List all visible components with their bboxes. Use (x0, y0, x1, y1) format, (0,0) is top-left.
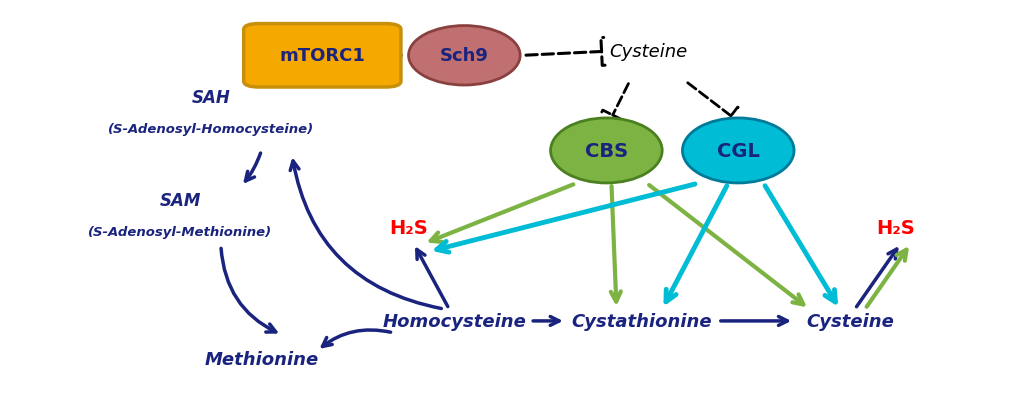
Text: H₂S: H₂S (389, 219, 428, 238)
FancyBboxPatch shape (244, 24, 400, 88)
Ellipse shape (550, 119, 661, 184)
Text: (S-Adenosyl-Homocysteine): (S-Adenosyl-Homocysteine) (108, 123, 314, 136)
Text: Sch9: Sch9 (439, 47, 488, 65)
Text: Methionine: Methionine (204, 350, 318, 368)
Text: Cysteine: Cysteine (608, 43, 687, 61)
Text: CBS: CBS (584, 142, 628, 160)
Text: (S-Adenosyl-Methionine): (S-Adenosyl-Methionine) (89, 226, 272, 239)
Ellipse shape (682, 119, 793, 184)
Ellipse shape (409, 26, 520, 86)
Text: Cystathionine: Cystathionine (571, 312, 711, 330)
Text: CGL: CGL (716, 142, 759, 160)
Text: H₂S: H₂S (875, 219, 914, 238)
Text: SAH: SAH (192, 89, 230, 107)
Text: Cysteine: Cysteine (805, 312, 893, 330)
Text: SAM: SAM (159, 192, 201, 209)
Text: mTORC1: mTORC1 (279, 47, 365, 65)
Text: Homocysteine: Homocysteine (382, 312, 526, 330)
